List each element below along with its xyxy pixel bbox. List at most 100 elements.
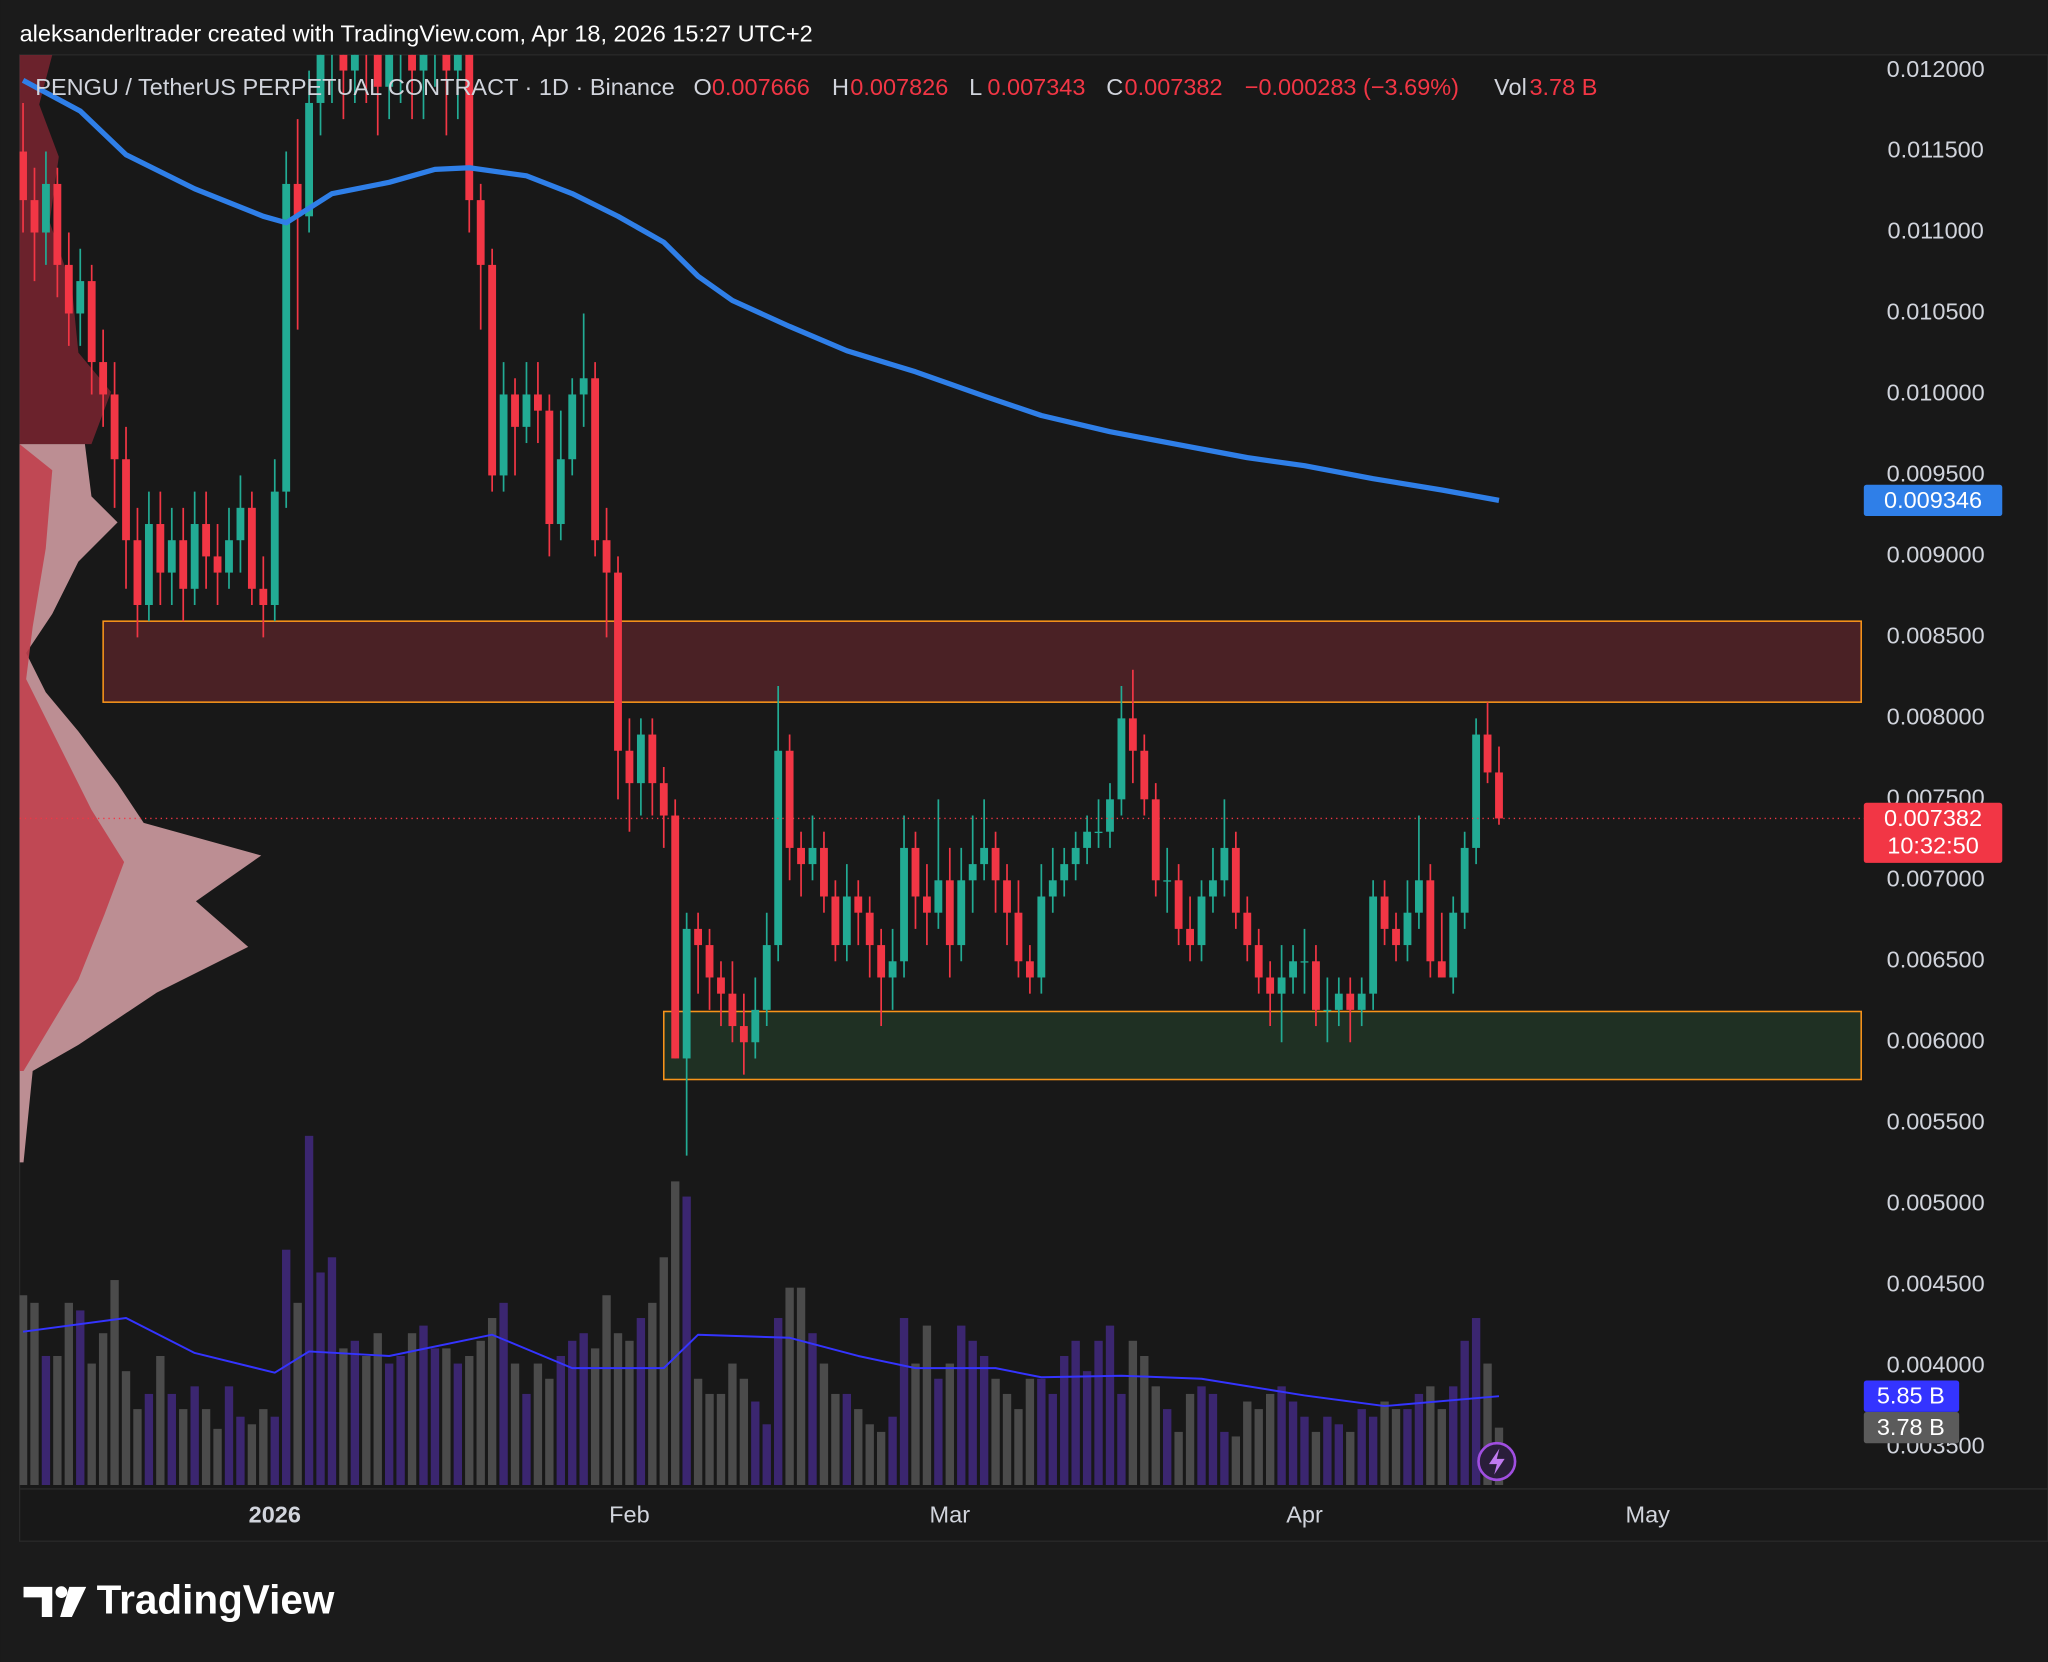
volume-bar [762,1424,771,1486]
candle-body [1346,993,1355,1010]
volume-bar [568,1340,577,1486]
candle-body [923,896,931,913]
volume-bar [465,1355,474,1486]
volume-bar [133,1409,142,1486]
volume-bar [1243,1401,1252,1486]
candle-body [545,410,554,525]
y-tick-label: 0.007000 [1887,866,1985,892]
volume-bar [98,1333,108,1486]
volume-bar [1414,1393,1424,1486]
candle-body [911,847,920,897]
candle-body [968,864,977,881]
candle-body [831,896,840,946]
volume-ma-label-bg [1863,1380,1960,1412]
candle-body [76,281,85,314]
y-tick-label: 0.006000 [1887,1027,1985,1053]
volume-bar [1002,1393,1012,1486]
volume-bar [579,1333,588,1486]
volume-bar [64,1302,73,1486]
candle-body [19,151,27,201]
candle-body [888,961,897,978]
volume-bar [1163,1409,1172,1486]
volume-bar [1265,1393,1275,1486]
volume-bar [53,1355,62,1486]
volume-bar [1449,1386,1458,1486]
y-tick-label: 0.004500 [1887,1270,1985,1296]
volume-bar [201,1409,211,1486]
replay-icon[interactable] [1477,1441,1517,1482]
candle-body [408,54,416,71]
candle-body [797,847,805,865]
volume-bar [1254,1409,1263,1486]
volume-bar [1231,1436,1241,1486]
volume-bar [87,1363,96,1486]
volume-bar [602,1295,611,1486]
y-tick-label: 0.008000 [1887,704,1985,730]
y-tick-label: 0.010000 [1887,380,1985,406]
candle-body [1163,880,1172,882]
volume-bar [224,1386,234,1486]
logo-text: TradingView [97,1576,335,1622]
candle-body [259,588,268,605]
candle-body [1437,961,1446,978]
volume-bar [1471,1318,1481,1486]
volume-bar [1105,1325,1115,1486]
candle-body [1071,847,1080,865]
volume-bar [407,1333,417,1486]
volume-bar [739,1378,749,1486]
candle-body [213,556,222,573]
candle-body [991,847,1000,881]
volume-bar [1437,1409,1446,1486]
candle-body [762,945,771,1010]
candle-body [1025,961,1034,978]
profile-lower-outer [19,444,262,1163]
candle-body [305,102,314,217]
candle-body [671,815,680,1059]
candle-body [602,540,611,573]
ma-price-label-bg [1863,484,2003,517]
legend-value: 0.007382 [1125,74,1223,100]
volume-bar [236,1416,245,1486]
candle-body [820,847,828,897]
candle-body [282,183,291,492]
candle-body [614,572,622,751]
profile-upper [19,54,112,445]
candle-body [1094,831,1103,834]
candle-body [945,880,954,946]
candle-body [785,750,794,848]
countdown: 10:32:50 [1887,832,1978,858]
ma-price-label: 0.009346 [1884,487,1982,513]
candle-body [179,540,188,589]
candle-body [133,540,142,605]
volume-label: 3.78 B [1877,1414,1945,1440]
candle-body [1414,880,1423,913]
candle-body [316,54,325,103]
volume-bar [671,1181,680,1486]
volume-bar [854,1409,863,1486]
candle-body [591,378,600,541]
candle-body [1460,847,1469,913]
volume-bar [842,1393,852,1486]
volume-bar [1071,1340,1080,1486]
volume-bar [510,1363,520,1486]
candle-body [488,264,497,476]
candle-body [42,183,50,233]
candle-body [144,524,153,605]
candle-body [1140,750,1149,800]
candle-body [980,847,989,865]
candle-body [1289,961,1297,978]
candle-body [167,540,176,573]
volume-bar [613,1333,623,1486]
volume-bar [991,1378,1000,1486]
volume-bar [682,1196,691,1486]
candle-body [842,896,851,946]
volume-bar [934,1378,943,1486]
volume-bar [167,1393,176,1486]
candle-body [1231,847,1240,913]
candle-body [499,394,508,476]
candle-body [556,459,565,525]
candle-body [1312,961,1320,1010]
candle-body [1243,912,1252,946]
candle-body [1083,831,1092,848]
